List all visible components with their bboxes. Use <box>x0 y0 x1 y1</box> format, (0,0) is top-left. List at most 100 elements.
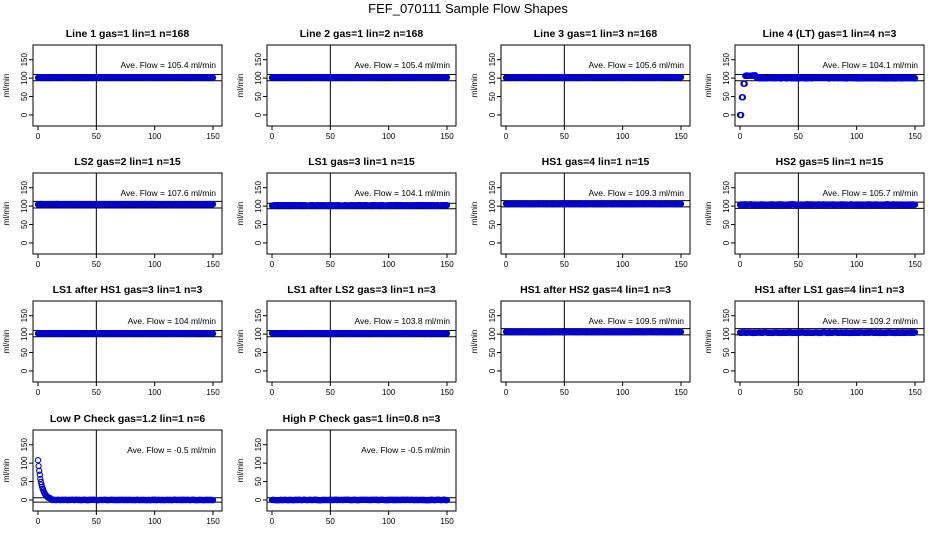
y-axis-label: ml/min <box>470 330 479 354</box>
y-tick-label: 100 <box>20 71 29 85</box>
x-tick-label: 100 <box>616 388 630 397</box>
x-tick-label: 150 <box>206 388 220 397</box>
y-tick-label: 0 <box>20 368 29 373</box>
chart-panel: Line 2 gas=1 lin=2 n=168 ml/min 0 50 100 150 0… <box>236 28 457 141</box>
x-tick-label: 100 <box>382 388 396 397</box>
plot-frame <box>734 300 925 383</box>
chart-panel: HS1 gas=4 lin=1 n=15 ml/min 0 50 100 150 0 50 10… <box>470 156 691 269</box>
data-point <box>209 200 217 208</box>
data-point <box>209 74 217 81</box>
chart-panel: LS1 after HS1 gas=3 lin=1 n=3 ml/min 0 50 10… <box>2 284 223 397</box>
x-tick-label: 50 <box>560 388 569 397</box>
y-axis-label: ml/min <box>2 74 11 98</box>
x-tick-label: 0 <box>36 517 41 526</box>
y-tick-label: 0 <box>20 240 29 245</box>
y-axis-label: ml/min <box>704 202 713 226</box>
plot-frame <box>734 44 925 127</box>
y-tick-label: 150 <box>254 309 263 323</box>
chart-panel: High P Check gas=1 lin=0.8 n=3 ml/min 0 50 1… <box>236 413 457 526</box>
x-tick-label: 0 <box>504 388 509 397</box>
x-tick-label: 150 <box>908 132 922 141</box>
x-tick-label: 150 <box>206 517 220 526</box>
x-tick-label: 100 <box>148 517 162 526</box>
average-flow-annotation: Ave. Flow = 104 ml/min <box>128 316 217 326</box>
x-tick-label: 50 <box>326 388 335 397</box>
x-tick-label: 50 <box>326 260 335 269</box>
y-tick-label: 0 <box>722 368 731 373</box>
x-tick-label: 0 <box>738 260 743 269</box>
x-tick-label: 50 <box>560 260 569 269</box>
y-tick-label: 150 <box>722 181 731 195</box>
x-tick-label: 150 <box>674 132 688 141</box>
y-tick-label: 50 <box>20 92 29 101</box>
x-tick-label: 0 <box>504 260 509 269</box>
plot-frame <box>32 44 223 127</box>
y-axis-label: ml/min <box>236 74 245 98</box>
y-tick-label: 0 <box>254 240 263 245</box>
plot-frame <box>266 172 457 255</box>
average-flow-annotation: Ave. Flow = 105.7 ml/min <box>822 188 918 198</box>
plot-frame <box>32 172 223 255</box>
plot-frame <box>266 300 457 383</box>
y-axis-label: ml/min <box>2 330 11 354</box>
x-tick-label: 0 <box>36 260 41 269</box>
x-tick-label: 0 <box>270 260 275 269</box>
y-axis-label: ml/min <box>2 202 11 226</box>
y-tick-label: 150 <box>722 53 731 67</box>
x-tick-label: 50 <box>794 388 803 397</box>
y-tick-label: 50 <box>254 92 263 101</box>
x-tick-label: 50 <box>794 132 803 141</box>
x-tick-label: 100 <box>616 132 630 141</box>
x-tick-label: 100 <box>850 132 864 141</box>
chart-panel: HS1 after HS2 gas=4 lin=1 n=3 ml/min 0 50 10… <box>470 284 691 397</box>
y-tick-label: 100 <box>722 327 731 341</box>
x-tick-label: 100 <box>382 517 396 526</box>
plot-frame <box>500 300 691 383</box>
x-tick-label: 100 <box>382 260 396 269</box>
y-tick-label: 0 <box>254 497 263 502</box>
x-tick-label: 100 <box>148 132 162 141</box>
x-tick-label: 50 <box>794 260 803 269</box>
average-flow-annotation: Ave. Flow = 109.2 ml/min <box>822 316 918 326</box>
y-tick-label: 100 <box>20 456 29 470</box>
chart-panel: LS1 gas=3 lin=1 n=15 ml/min 0 50 100 150 0 50 10… <box>236 156 457 269</box>
chart-panel: Low P Check gas=1.2 lin=1 n=6 ml/min 0 50 10… <box>2 413 223 526</box>
y-tick-label: 150 <box>20 181 29 195</box>
plot-frame <box>500 44 691 127</box>
y-tick-label: 0 <box>254 368 263 373</box>
data-point <box>443 330 451 337</box>
y-tick-label: 50 <box>20 348 29 357</box>
y-tick-label: 100 <box>722 199 731 213</box>
x-tick-label: 50 <box>560 132 569 141</box>
data-point <box>677 328 685 335</box>
x-tick-label: 0 <box>270 517 275 526</box>
y-tick-label: 100 <box>254 456 263 470</box>
x-tick-label: 150 <box>440 388 454 397</box>
data-point <box>911 75 919 82</box>
average-flow-annotation: Ave. Flow = 104.1 ml/min <box>822 60 918 70</box>
chart-panel: Line 1 gas=1 lin=1 n=168 ml/min 0 50 100 150 0… <box>2 28 223 141</box>
y-axis-label: ml/min <box>2 459 11 483</box>
y-axis-label: ml/min <box>236 202 245 226</box>
average-flow-annotation: Ave. Flow = 105.6 ml/min <box>588 60 684 70</box>
chart-panel: HS1 after LS1 gas=4 lin=1 n=3 ml/min 0 50 10… <box>704 284 925 397</box>
y-axis-label: ml/min <box>470 74 479 98</box>
chart-title: LS2 gas=2 lin=1 n=15 <box>74 156 181 168</box>
chart-title: HS1 after LS1 gas=4 lin=1 n=3 <box>755 284 905 296</box>
y-tick-label: 100 <box>488 199 497 213</box>
plot-frame <box>266 44 457 127</box>
average-flow-annotation: Ave. Flow = 103.8 ml/min <box>354 316 450 326</box>
average-flow-annotation: Ave. Flow = 109.3 ml/min <box>588 188 684 198</box>
average-flow-annotation: Ave. Flow = 105.4 ml/min <box>120 60 216 70</box>
chart-panel: Line 3 gas=1 lin=3 n=168 ml/min 0 50 100 150 0… <box>470 28 691 141</box>
x-tick-label: 100 <box>148 260 162 269</box>
chart-title: Line 2 gas=1 lin=2 n=168 <box>300 28 424 40</box>
chart-title: Low P Check gas=1.2 lin=1 n=6 <box>50 413 205 425</box>
data-point <box>739 94 747 101</box>
average-flow-annotation: Ave. Flow = 105.4 ml/min <box>354 60 450 70</box>
y-tick-label: 150 <box>20 309 29 323</box>
chart-panel: LS2 gas=2 lin=1 n=15 ml/min 0 50 100 150 0 50 10… <box>2 156 223 269</box>
x-tick-label: 150 <box>674 260 688 269</box>
y-tick-label: 150 <box>254 181 263 195</box>
